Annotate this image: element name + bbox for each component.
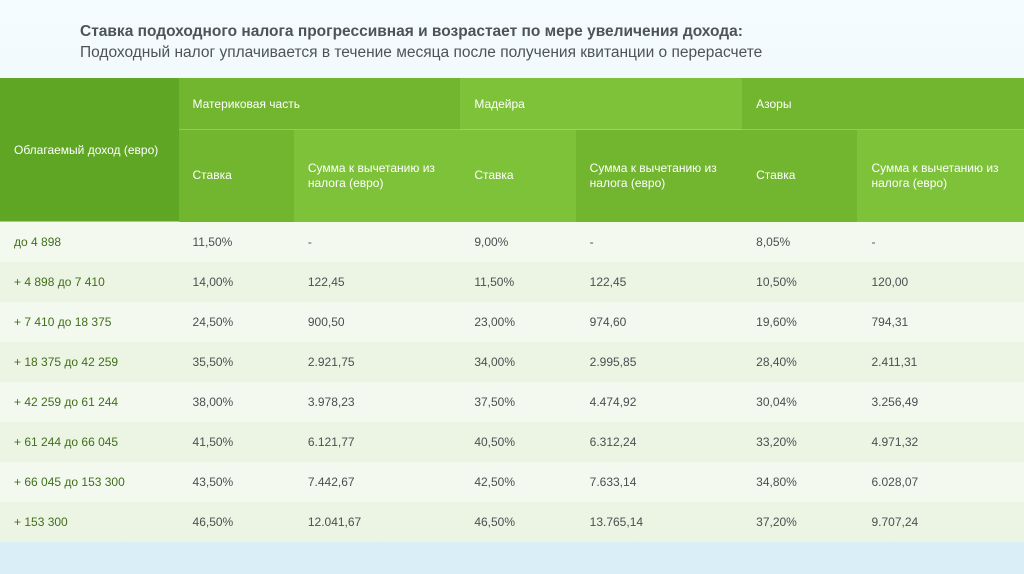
- header-region-2: Мадейра: [460, 78, 742, 130]
- deduct-cell: 4.971,32: [857, 422, 1024, 462]
- deduct-cell: 2.921,75: [294, 342, 460, 382]
- header-deduct-2: Сумма к вычетанию из налога (евро): [576, 130, 742, 222]
- rate-cell: 37,20%: [742, 502, 857, 542]
- deduct-cell: 12.041,67: [294, 502, 460, 542]
- table-row: + 42 259 до 61 24438,00%3.978,2337,50%4.…: [0, 382, 1024, 422]
- rate-cell: 9,00%: [460, 222, 575, 263]
- income-bracket-cell: + 66 045 до 153 300: [0, 462, 179, 502]
- rate-cell: 24,50%: [179, 302, 294, 342]
- rate-cell: 43,50%: [179, 462, 294, 502]
- rate-cell: 34,80%: [742, 462, 857, 502]
- rate-cell: 46,50%: [460, 502, 575, 542]
- header-deduct-1: Сумма к вычетанию из налога (евро): [294, 130, 460, 222]
- rate-cell: 14,00%: [179, 262, 294, 302]
- deduct-cell: 6.028,07: [857, 462, 1024, 502]
- tax-table: Облагаемый доход (евро) Материковая част…: [0, 78, 1024, 543]
- header-region-3: Азоры: [742, 78, 1024, 130]
- deduct-cell: 9.707,24: [857, 502, 1024, 542]
- income-bracket-cell: + 42 259 до 61 244: [0, 382, 179, 422]
- rate-cell: 28,40%: [742, 342, 857, 382]
- header-region-row: Облагаемый доход (евро) Материковая част…: [0, 78, 1024, 130]
- table-row: + 18 375 до 42 25935,50%2.921,7534,00%2.…: [0, 342, 1024, 382]
- header-deduct-3: Сумма к вычетанию из налога (евро): [857, 130, 1024, 222]
- deduct-cell: 6.312,24: [576, 422, 742, 462]
- rate-cell: 42,50%: [460, 462, 575, 502]
- income-bracket-cell: + 18 375 до 42 259: [0, 342, 179, 382]
- rate-cell: 35,50%: [179, 342, 294, 382]
- tax-table-body: до 4 89811,50%-9,00%-8,05%-+ 4 898 до 7 …: [0, 222, 1024, 543]
- rate-cell: 34,00%: [460, 342, 575, 382]
- income-bracket-cell: + 61 244 до 66 045: [0, 422, 179, 462]
- deduct-cell: 794,31: [857, 302, 1024, 342]
- header-rate-2: Ставка: [460, 130, 575, 222]
- deduct-cell: 13.765,14: [576, 502, 742, 542]
- rate-cell: 30,04%: [742, 382, 857, 422]
- deduct-cell: 2.995,85: [576, 342, 742, 382]
- deduct-cell: 7.633,14: [576, 462, 742, 502]
- header-region-1: Материковая часть: [179, 78, 461, 130]
- rate-cell: 46,50%: [179, 502, 294, 542]
- table-row: + 153 30046,50%12.041,6746,50%13.765,143…: [0, 502, 1024, 542]
- table-row: до 4 89811,50%-9,00%-8,05%-: [0, 222, 1024, 263]
- rate-cell: 41,50%: [179, 422, 294, 462]
- deduct-cell: 120,00: [857, 262, 1024, 302]
- rate-cell: 8,05%: [742, 222, 857, 263]
- rate-cell: 10,50%: [742, 262, 857, 302]
- deduct-cell: 7.442,67: [294, 462, 460, 502]
- rate-cell: 11,50%: [460, 262, 575, 302]
- rate-cell: 23,00%: [460, 302, 575, 342]
- rate-cell: 37,50%: [460, 382, 575, 422]
- income-bracket-cell: до 4 898: [0, 222, 179, 263]
- deduct-cell: 6.121,77: [294, 422, 460, 462]
- table-row: + 61 244 до 66 04541,50%6.121,7740,50%6.…: [0, 422, 1024, 462]
- table-row: + 66 045 до 153 30043,50%7.442,6742,50%7…: [0, 462, 1024, 502]
- deduct-cell: 900,50: [294, 302, 460, 342]
- deduct-cell: -: [294, 222, 460, 263]
- deduct-cell: 4.474,92: [576, 382, 742, 422]
- income-bracket-cell: + 7 410 до 18 375: [0, 302, 179, 342]
- page-subtitle: Подоходный налог уплачивается в течение …: [80, 43, 964, 64]
- table-row: + 7 410 до 18 37524,50%900,5023,00%974,6…: [0, 302, 1024, 342]
- deduct-cell: -: [857, 222, 1024, 263]
- rate-cell: 33,20%: [742, 422, 857, 462]
- page-title: Ставка подоходного налога прогрессивная …: [80, 22, 964, 43]
- deduct-cell: 974,60: [576, 302, 742, 342]
- deduct-cell: 122,45: [576, 262, 742, 302]
- rate-cell: 40,50%: [460, 422, 575, 462]
- deduct-cell: 122,45: [294, 262, 460, 302]
- deduct-cell: 3.256,49: [857, 382, 1024, 422]
- header-rate-1: Ставка: [179, 130, 294, 222]
- income-bracket-cell: + 153 300: [0, 502, 179, 542]
- header-income: Облагаемый доход (евро): [0, 78, 179, 222]
- rate-cell: 38,00%: [179, 382, 294, 422]
- deduct-cell: -: [576, 222, 742, 263]
- heading-block: Ставка подоходного налога прогрессивная …: [0, 22, 1024, 78]
- header-rate-3: Ставка: [742, 130, 857, 222]
- rate-cell: 19,60%: [742, 302, 857, 342]
- table-row: + 4 898 до 7 41014,00%122,4511,50%122,45…: [0, 262, 1024, 302]
- deduct-cell: 2.411,31: [857, 342, 1024, 382]
- income-bracket-cell: + 4 898 до 7 410: [0, 262, 179, 302]
- deduct-cell: 3.978,23: [294, 382, 460, 422]
- rate-cell: 11,50%: [179, 222, 294, 263]
